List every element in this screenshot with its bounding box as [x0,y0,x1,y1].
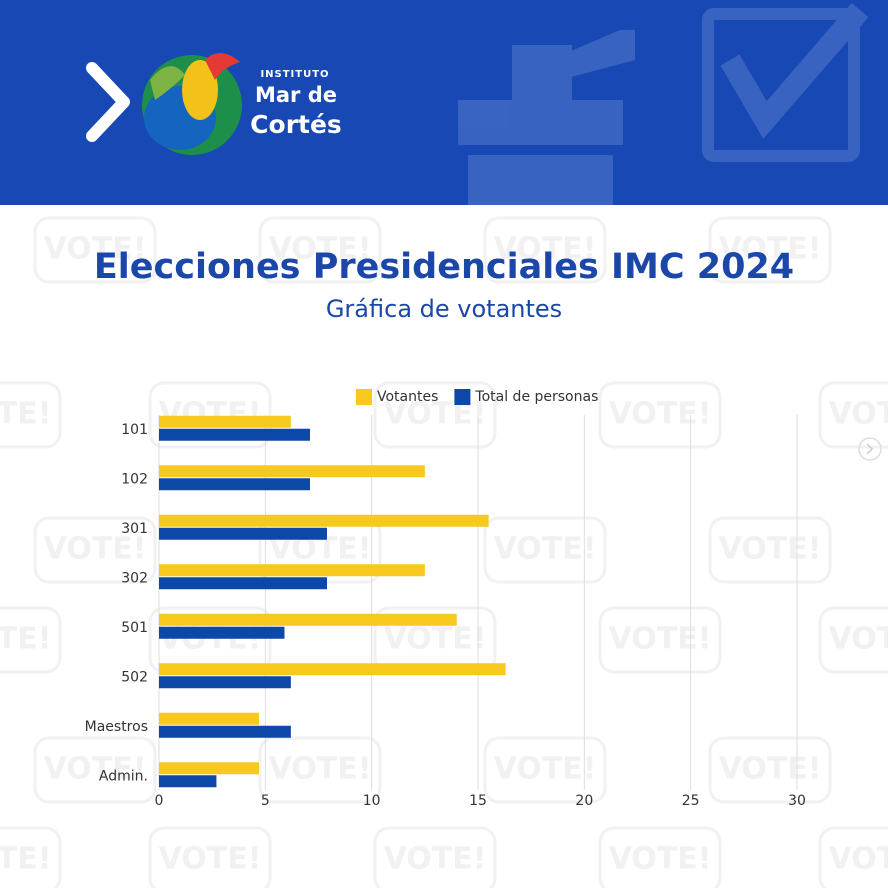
logo-line2: Cortés [250,110,342,139]
bar [159,415,291,428]
watermark-text: VOTE! [0,842,51,877]
x-tick-label: 30 [788,793,806,809]
bar [159,527,328,540]
watermark-box [0,606,62,674]
watermark-text: VOTE! [829,622,888,657]
bar [159,465,425,478]
bar [159,663,506,676]
watermark-text: VOTE! [159,842,262,877]
bar [159,676,291,689]
y-tick-label: 301 [121,521,148,537]
chart-subtitle: Gráfica de votantes [326,295,562,323]
legend-label: Votantes [377,389,438,405]
watermark-text: VOTE! [494,752,597,787]
watermark-text: VOTE! [384,622,487,657]
watermark-box [33,516,157,584]
watermark-text: VOTE! [494,232,597,267]
bar [159,712,259,725]
x-tick-label: 20 [575,793,593,809]
watermark-text: VOTE! [829,397,888,432]
bar [159,775,217,788]
watermark-box [818,826,888,888]
watermarks: VOTE! VOTE! VOTE! VOTE! VOTE! VOTE! VOTE! VOTE!… [0,216,888,888]
legend-swatch [454,389,471,405]
bar [159,762,259,775]
watermark-text: VOTE! [494,532,597,567]
bar [159,613,457,626]
watermark-box [818,381,888,449]
logo-small: INSTITUTO [260,69,329,80]
legend-label: Total de personas [474,389,598,405]
watermark-text: VOTE! [609,842,712,877]
watermark-box [0,826,62,888]
watermark-text: VOTE! [269,232,372,267]
chart: 0 5 10 15 20 25 30 Votantes Total de personas 101… [85,389,806,809]
legend-swatch [356,389,372,405]
watermark-text: VOTE! [829,842,888,877]
watermark-text: VOTE! [384,842,487,877]
bar [159,577,328,590]
logo [142,52,242,155]
x-tick-label: 15 [469,793,487,809]
watermark-box [33,736,157,804]
watermark-box [708,516,832,584]
watermark-text: VOTE! [269,752,372,787]
x-tick-label: 10 [363,793,381,809]
bar [159,428,310,441]
watermark-text: VOTE! [0,622,51,657]
y-tick-label: Maestros [85,719,148,735]
watermark-box [483,216,607,284]
watermark-box [373,826,497,888]
watermark-text: VOTE! [719,232,822,267]
watermark-text: VOTE! [44,532,147,567]
bar [159,478,310,491]
x-tick-label: 25 [682,793,700,809]
watermark-box [598,381,722,449]
y-tick-label: 501 [121,620,148,636]
watermark-box [0,381,62,449]
next-button[interactable] [858,437,882,461]
watermark-box [483,736,607,804]
watermark-box [148,381,272,449]
watermark-box [598,606,722,674]
bar [159,514,489,527]
y-tick-label: 102 [121,471,148,487]
watermark-text: VOTE! [609,397,712,432]
next-arrow [866,443,874,455]
y-tick-label: Admin. [99,768,148,784]
watermark-text: VOTE! [0,397,51,432]
bar [159,564,425,577]
watermark-text: VOTE! [719,532,822,567]
logo-line1: Mar de [255,83,337,107]
ballot-icon [458,2,869,205]
watermark-box [258,216,382,284]
watermark-box [818,606,888,674]
x-tick-label: 0 [155,793,164,809]
y-tick-label: 502 [121,669,148,685]
watermark-box [258,736,382,804]
bar [159,626,285,639]
chevron [86,62,130,142]
y-tick-label: 101 [121,422,148,438]
watermark-text: VOTE! [44,232,147,267]
watermark-text: VOTE! [44,752,147,787]
watermark-box [33,216,157,284]
watermark-box [708,736,832,804]
watermark-box [598,826,722,888]
bar [159,725,291,738]
x-tick-label: 5 [261,793,270,809]
watermark-box [483,516,607,584]
watermark-text: VOTE! [609,622,712,657]
watermark-box [148,826,272,888]
watermark-text: VOTE! [719,752,822,787]
watermark-box [708,216,832,284]
y-tick-label: 302 [121,570,148,586]
watermark-box [373,381,497,449]
chart-title: Elecciones Presidenciales IMC 2024 [94,247,794,287]
